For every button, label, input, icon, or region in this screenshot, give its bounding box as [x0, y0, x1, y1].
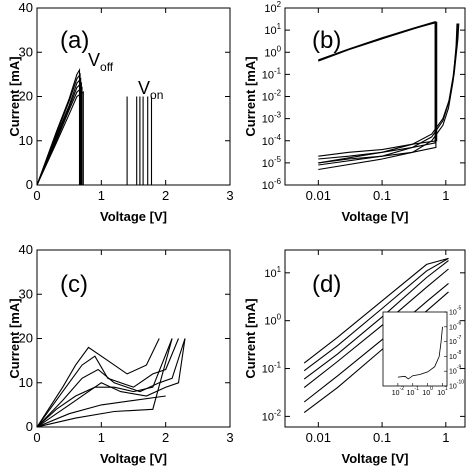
series-line-1	[37, 338, 180, 427]
x-axis-label: Voltage [V]	[342, 209, 409, 224]
x-tick-label: 1	[98, 188, 105, 203]
inset-y-tick-label: 10-10	[449, 380, 464, 391]
inset-x-tick-label: 10-1	[407, 386, 419, 397]
y-axis-label: Current [mA]	[243, 56, 258, 136]
inset-x-tick-label: 100	[422, 386, 433, 397]
y-axis-label: Current [mA]	[7, 298, 22, 378]
y-tick-label: 10-4	[262, 133, 282, 148]
y-tick-label: 20	[19, 89, 33, 104]
inset-series-line	[397, 326, 443, 380]
annotation-on: Von	[138, 78, 163, 102]
series-line-2	[37, 338, 186, 427]
y-axis-label: Current [mA]	[7, 56, 22, 136]
y-tick-label: 10	[19, 133, 33, 148]
series-line-4	[37, 91, 149, 185]
series-line-7	[37, 338, 173, 427]
x-tick-label: 0	[33, 188, 40, 203]
y-tick-label: 101	[264, 22, 281, 37]
y-tick-label: 100	[264, 44, 281, 59]
chart-panel-b: 0.01 0.1 1 102 101 100 10-1 10-2 10-3 10-4 10-5 10-…	[243, 0, 466, 224]
series-line-5	[37, 338, 173, 427]
x-tick-label: 0.1	[373, 430, 391, 445]
series-line-4	[37, 338, 160, 427]
panel-label: (c)	[60, 271, 88, 298]
x-tick-label: 1	[442, 430, 449, 445]
y-tick-label: 40	[19, 242, 33, 257]
x-tick-label: 3	[226, 430, 233, 445]
inset-x-tick-label: 101	[437, 386, 448, 397]
series-line-1	[37, 77, 141, 185]
y-tick-label: 20	[19, 331, 33, 346]
series-line-3	[303, 268, 449, 389]
x-tick-label: 0	[33, 430, 40, 445]
series-line-6	[318, 23, 460, 164]
y-tick-label: 10-1	[262, 361, 282, 376]
series-line-3	[37, 338, 186, 427]
series-line-3	[37, 86, 144, 185]
x-tick-label: 1	[98, 430, 105, 445]
y-tick-label: 10-2	[262, 408, 281, 423]
y-tick-label: 100	[264, 313, 281, 328]
x-tick-label: 0.01	[306, 188, 331, 203]
panel-label: (b)	[312, 27, 341, 54]
y-tick-label: 10-3	[262, 111, 282, 126]
y-tick-label: 10	[19, 375, 33, 390]
inset-frame	[382, 311, 448, 387]
x-axis-label: Voltage [V]	[100, 451, 167, 466]
inset-x-tick-label: 10-2	[392, 386, 404, 397]
y-tick-label: 10-5	[262, 155, 282, 170]
inset-y-tick-label: 10-8	[449, 350, 461, 361]
plot-frame	[284, 249, 466, 428]
series-line-5	[303, 257, 449, 372]
series-group	[37, 67, 153, 185]
annotation-off: Voff	[88, 50, 114, 74]
y-tick-label: 0	[26, 419, 33, 434]
y-tick-label: 30	[19, 286, 33, 301]
series-line-6	[37, 395, 166, 427]
y-tick-label: 0	[26, 177, 33, 192]
series-line-2	[303, 282, 449, 403]
x-tick-label: 1	[442, 188, 449, 203]
series-line-6	[37, 81, 153, 185]
x-tick-label: 2	[162, 430, 169, 445]
y-axis-label: Current [mA]	[243, 298, 258, 378]
y-tick-label: 30	[19, 44, 33, 59]
y-tick-label: 102	[264, 0, 281, 15]
inset-y-tick-label: 10-7	[449, 335, 461, 346]
y-tick-label: 101	[264, 265, 281, 280]
x-tick-label: 0.1	[373, 188, 391, 203]
panel-label: (a)	[60, 27, 89, 54]
series-line-5	[318, 23, 459, 166]
panel-label: (d)	[312, 271, 341, 298]
y-tick-label: 40	[19, 0, 33, 15]
x-tick-label: 2	[162, 188, 169, 203]
series-group	[37, 338, 186, 427]
inset-y-tick-label: 10-9	[449, 365, 461, 376]
y-tick-label: 10-6	[262, 177, 282, 192]
series-line-3	[318, 21, 438, 157]
x-tick-label: 0.01	[306, 430, 331, 445]
x-axis-label: Voltage [V]	[100, 209, 167, 224]
y-tick-label: 10-2	[262, 89, 281, 104]
series-group	[303, 257, 449, 414]
y-tick-label: 10-1	[262, 66, 282, 81]
inset-y-tick-label: 10-5	[449, 306, 461, 317]
x-tick-label: 3	[226, 188, 233, 203]
series-line-6	[303, 257, 449, 364]
series-line-1	[303, 291, 449, 414]
series-line-4	[303, 260, 449, 380]
series-group	[318, 20, 460, 171]
series-line-5	[37, 72, 138, 185]
inset-y-tick-label: 10-6	[449, 320, 461, 331]
series-line-2	[37, 67, 128, 185]
x-axis-label: Voltage [V]	[342, 451, 409, 466]
